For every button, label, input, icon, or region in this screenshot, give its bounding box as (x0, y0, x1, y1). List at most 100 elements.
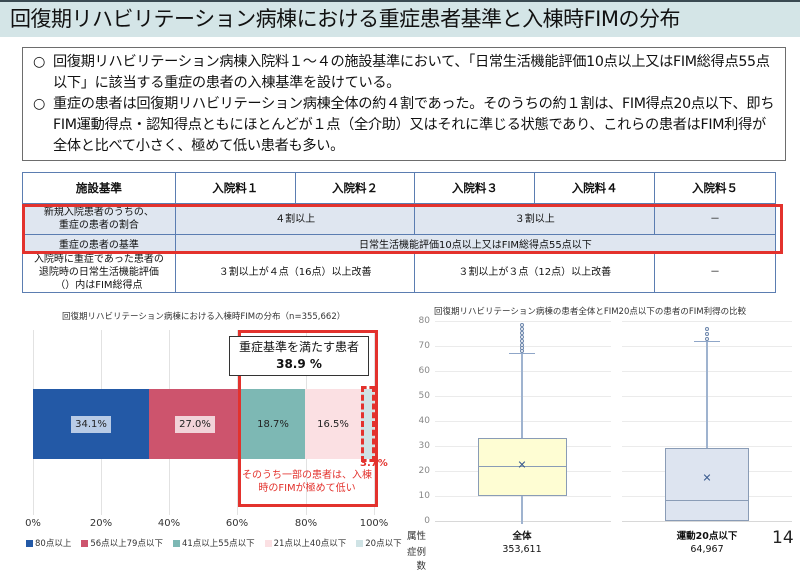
legend-swatch-icon (172, 539, 180, 547)
table-cell: － (654, 203, 776, 235)
table-cell: ３割以上が３点（12点）以上改善 (414, 252, 656, 293)
severe-criteria-callout: 重症基準を満たす患者 38.9 % (229, 336, 369, 376)
row-label: 入院時に重症であった患者の 退院時の日常生活機能評価 （）内はFIM総得点 (22, 252, 176, 293)
y-tick: 0 (424, 516, 430, 526)
bar-segment-41-55: 18.7% (241, 389, 305, 459)
table-row: 新規入院患者のうちの、 重症の患者の割合 ４割以上 ３割以上 － (22, 203, 776, 235)
fim-gain-boxplot: 回復期リハビリテーション病棟の患者全体とFIM20点以下の患者のFIM利得の比較… (400, 300, 800, 572)
title-bar: 回復期リハビリテーション病棟における重症患者基準と入棟時FIMの分布 (0, 0, 800, 37)
y-tick: 70 (418, 341, 430, 351)
legend-item: 56点以上79点以下 (81, 537, 163, 549)
annotation-note: そのうち一部の患者は、入棟時のFIMが極めて低い (242, 470, 372, 494)
table-cell: ４割以上 (174, 203, 416, 235)
table-row: 重症の患者の基準 日常生活機能評価10点以上又はFIM総得点55点以下 (22, 234, 777, 253)
y-tick: 40 (418, 416, 430, 426)
legend-swatch-icon (26, 539, 33, 547)
attribute-row-label: 属性 (406, 531, 426, 542)
x-tick: 100% (359, 518, 389, 529)
mean-marker-icon: ✕ (517, 458, 527, 472)
chart-title: 回復期リハビリテーション病棟における入棟時FIMの分布（n=355,662） (62, 312, 346, 322)
x-tick: 0% (25, 518, 41, 529)
legend-swatch-icon (264, 539, 272, 547)
y-tick: 30 (418, 441, 430, 451)
y-tick: 10 (418, 491, 430, 501)
legend-item: 41点以上55点以下 (172, 537, 255, 549)
y-tick: 60 (418, 366, 430, 376)
legend-swatch-icon (356, 539, 364, 547)
whisker-cap (509, 353, 535, 354)
outlier-point (520, 339, 524, 343)
median-line (665, 500, 749, 501)
table-header-row: 施設基準 入院料１ 入院料２ 入院料３ 入院料４ 入院料５ (22, 172, 776, 204)
outlier-point (520, 323, 524, 327)
page-title: 回復期リハビリテーション病棟における重症患者基準と入棟時FIMの分布 (10, 7, 680, 31)
row-label: 重症の患者の基準 (22, 234, 176, 253)
table-cell: ３割以上 (414, 203, 656, 235)
row-label: 新規入院患者のうちの、 重症の患者の割合 (22, 203, 176, 235)
small-segment-label: 3.7% (360, 458, 388, 469)
mean-marker-icon: ✕ (702, 471, 712, 485)
gridline (622, 321, 792, 322)
bar-segment-80plus: 34.1% (33, 389, 149, 459)
fim-distribution-chart: 回復期リハビリテーション病棟における入棟時FIMの分布（n=355,662） 3… (0, 300, 402, 559)
outlier-point (520, 335, 524, 339)
severe-criteria-frame (238, 330, 378, 507)
y-tick: 80 (418, 316, 430, 326)
box-all (478, 438, 567, 496)
legend-item: 20点以下 (356, 537, 402, 549)
chart-title: 回復期リハビリテーション病棟の患者全体とFIM20点以下の患者のFIM利得の比較 (434, 307, 747, 317)
case-count-row-label: 症例数 (406, 547, 426, 572)
chart-legend: 80点以上 56点以上79点以下 41点以上55点以下 21点以上40点以下 2… (26, 537, 402, 549)
x-tick: 80% (294, 518, 318, 529)
table-cell: 日常生活機能評価10点以上又はFIM総得点55点以下 (174, 234, 777, 253)
category-label: 全体 (512, 531, 532, 542)
x-tick: 20% (89, 518, 113, 529)
outlier-point (520, 331, 524, 335)
outlier-point (520, 327, 524, 331)
summary-paragraph: ○ 回復期リハビリテーション病棟入院料１～４の施設基準において、「日常生活機能評価… (33, 54, 770, 91)
outlier-point (705, 327, 709, 331)
x-axis-line (622, 521, 792, 522)
criteria-table: 施設基準 入院料１ 入院料２ 入院料３ 入院料４ 入院料５ 新規入院患者のうちの… (22, 172, 777, 293)
case-count: 353,611 (502, 544, 542, 555)
x-tick: 60% (225, 518, 249, 529)
circle-bullet-icon: ○ (33, 96, 46, 112)
outlier-point (705, 337, 709, 341)
gridline (435, 396, 611, 397)
case-count: 64,967 (690, 544, 724, 555)
gridline (435, 321, 611, 322)
page-number: 14 (772, 528, 794, 548)
gridline (435, 421, 611, 422)
outlier-point (705, 332, 709, 336)
header-cell: 入院料２ (294, 172, 416, 204)
header-cell: 入院料１ (174, 172, 296, 204)
whisker-cap (694, 341, 720, 342)
bar-segment-56-79: 27.0% (149, 389, 241, 459)
legend-item: 21点以上40点以下 (264, 537, 346, 549)
header-cell: 入院料３ (414, 172, 536, 204)
summary-paragraph: ○ 重症の患者は回復期リハビリテーション病棟全体の約４割であった。そのうちの約１割… (33, 96, 775, 154)
y-tick: 50 (418, 391, 430, 401)
header-cell: 施設基準 (22, 172, 176, 204)
category-label: 運動20点以下 (676, 531, 738, 542)
bar-segment-20-below (361, 389, 374, 459)
header-cell: 入院料４ (534, 172, 656, 204)
table-cell: － (654, 252, 776, 293)
whisker (706, 341, 708, 449)
header-cell: 入院料５ (654, 172, 776, 204)
small-segment-frame (361, 386, 375, 462)
y-tick: 20 (418, 466, 430, 476)
box-motor-20-below (665, 448, 749, 521)
outlier-point (520, 343, 524, 347)
table-row: 入院時に重症であった患者の 退院時の日常生活機能評価 （）内はFIM総得点 ３割… (22, 252, 776, 293)
gridline (435, 496, 611, 497)
bar-segment-21-40: 16.5% (305, 389, 361, 459)
legend-item: 80点以上 (26, 537, 71, 549)
x-tick: 40% (157, 518, 181, 529)
circle-bullet-icon: ○ (33, 54, 46, 70)
legend-swatch-icon (81, 539, 89, 547)
median-line (478, 466, 567, 467)
table-cell: ３割以上が４点（16点）以上改善 (174, 252, 416, 293)
x-axis-line (435, 521, 611, 522)
summary-box: ○ 回復期リハビリテーション病棟入院料１～４の施設基準において、「日常生活機能評価… (22, 47, 786, 161)
